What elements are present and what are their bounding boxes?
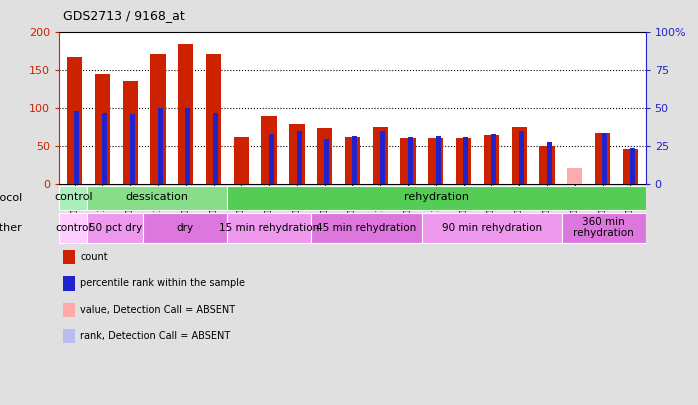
Bar xyxy=(540,145,555,184)
Bar xyxy=(491,134,496,184)
Bar xyxy=(352,136,357,184)
Bar xyxy=(484,135,499,184)
Bar xyxy=(408,137,413,184)
Bar xyxy=(311,213,422,243)
Bar xyxy=(373,127,388,184)
Bar xyxy=(547,142,551,184)
Text: count: count xyxy=(80,252,108,262)
Bar xyxy=(95,74,110,184)
Bar xyxy=(456,138,471,184)
Text: percentile rank within the sample: percentile rank within the sample xyxy=(80,279,245,288)
Bar xyxy=(123,81,138,184)
Text: rank, Detection Call = ABSENT: rank, Detection Call = ABSENT xyxy=(80,331,230,341)
Text: control: control xyxy=(55,223,91,232)
Bar xyxy=(602,133,607,184)
Text: GDS2713 / 9168_at: GDS2713 / 9168_at xyxy=(63,9,184,22)
Bar xyxy=(428,138,443,184)
Bar xyxy=(401,138,416,184)
Bar xyxy=(178,44,193,184)
Bar xyxy=(186,108,191,184)
Bar xyxy=(214,113,218,184)
Text: value, Detection Call = ABSENT: value, Detection Call = ABSENT xyxy=(80,305,235,315)
Bar xyxy=(422,213,562,243)
Bar xyxy=(325,139,329,184)
Bar xyxy=(269,134,274,184)
Text: 90 min rehydration: 90 min rehydration xyxy=(442,223,542,232)
Text: 360 min
rehydration: 360 min rehydration xyxy=(573,217,634,239)
Bar xyxy=(143,213,227,243)
Text: 15 min rehydration: 15 min rehydration xyxy=(218,223,319,232)
Bar xyxy=(463,137,468,184)
Bar xyxy=(262,116,277,184)
Bar xyxy=(87,213,143,243)
Text: control: control xyxy=(54,192,93,202)
Bar xyxy=(297,131,302,184)
Bar xyxy=(59,213,87,243)
Bar xyxy=(317,128,332,184)
Bar xyxy=(206,53,221,184)
Bar xyxy=(234,137,249,184)
Bar xyxy=(519,131,524,184)
Bar xyxy=(436,136,440,184)
Text: protocol: protocol xyxy=(0,193,22,203)
Bar xyxy=(345,137,360,184)
Bar xyxy=(59,185,87,210)
Text: rehydration: rehydration xyxy=(403,192,469,202)
Bar xyxy=(630,148,635,184)
Bar xyxy=(87,185,227,210)
Text: 45 min rehydration: 45 min rehydration xyxy=(316,223,417,232)
Bar xyxy=(512,127,527,184)
Bar xyxy=(562,213,646,243)
Text: dessication: dessication xyxy=(126,192,188,202)
Text: other: other xyxy=(0,223,22,233)
Bar xyxy=(74,111,80,184)
Bar xyxy=(227,185,646,210)
Text: 50 pct dry: 50 pct dry xyxy=(89,223,142,232)
Bar xyxy=(289,124,304,184)
Text: dry: dry xyxy=(177,223,193,232)
Bar xyxy=(130,114,135,184)
Bar xyxy=(567,168,582,184)
Bar xyxy=(67,57,82,184)
Bar xyxy=(158,108,163,184)
Bar xyxy=(150,53,165,184)
Bar xyxy=(595,133,610,184)
Bar xyxy=(623,149,638,184)
Bar xyxy=(102,113,107,184)
Bar xyxy=(227,213,311,243)
Bar xyxy=(380,131,385,184)
